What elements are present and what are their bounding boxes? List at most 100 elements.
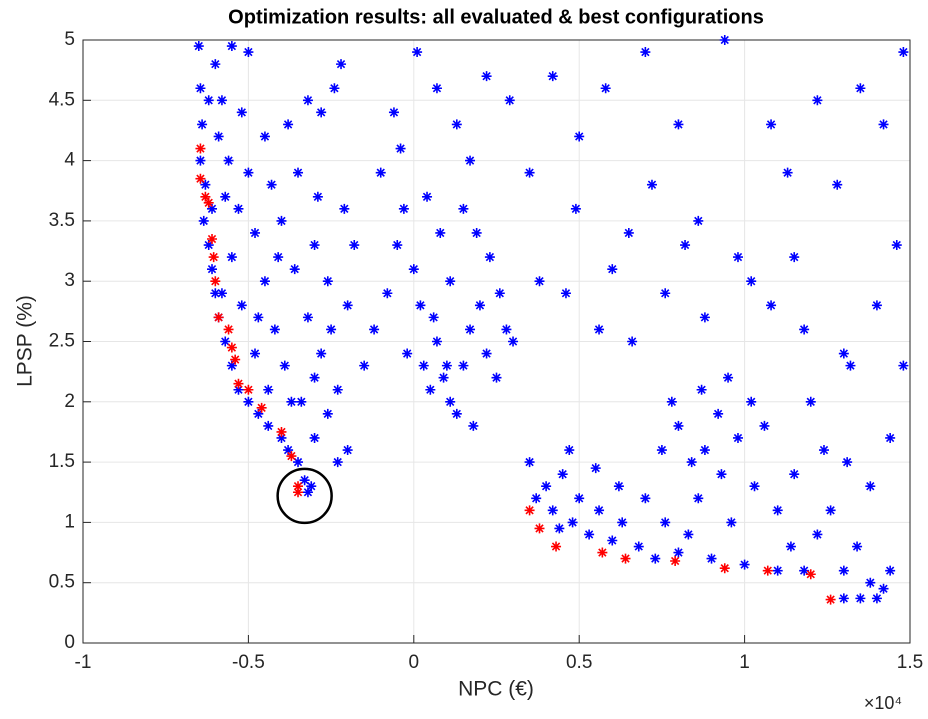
point <box>207 264 218 275</box>
point <box>207 203 218 214</box>
marker-shape <box>713 408 724 419</box>
point <box>534 523 545 534</box>
marker-shape <box>574 493 585 504</box>
marker-shape <box>693 215 704 226</box>
marker-shape <box>620 553 631 564</box>
point <box>524 167 535 178</box>
marker-shape <box>551 541 562 552</box>
point <box>673 547 684 558</box>
point <box>198 215 209 226</box>
marker-shape <box>226 342 237 353</box>
marker-shape <box>818 445 829 456</box>
point <box>259 131 270 142</box>
point <box>812 529 823 540</box>
point <box>607 264 618 275</box>
point <box>263 384 274 395</box>
point <box>680 240 691 251</box>
marker-shape <box>706 553 717 564</box>
point <box>322 276 333 287</box>
marker-shape <box>441 360 452 371</box>
point <box>213 312 224 323</box>
point <box>253 312 264 323</box>
marker-shape <box>425 384 436 395</box>
point <box>296 396 307 407</box>
marker-shape <box>838 593 849 604</box>
point <box>719 563 730 574</box>
marker-shape <box>878 119 889 130</box>
point <box>623 227 634 238</box>
point <box>418 360 429 371</box>
point <box>832 179 843 190</box>
point <box>560 288 571 299</box>
marker-shape <box>369 324 380 335</box>
y-axis-label: LPSP (%) <box>14 295 37 387</box>
marker-shape <box>198 215 209 226</box>
point <box>650 553 661 564</box>
marker-shape <box>276 426 287 437</box>
marker-shape <box>208 252 219 263</box>
point <box>233 203 244 214</box>
point <box>216 95 227 106</box>
point <box>435 227 446 238</box>
point <box>617 517 628 528</box>
marker-shape <box>646 179 657 190</box>
marker-shape <box>289 264 300 275</box>
point <box>871 300 882 311</box>
point <box>842 457 853 468</box>
point <box>551 541 562 552</box>
point <box>885 432 896 443</box>
plot-frame <box>82 39 911 644</box>
point <box>594 324 605 335</box>
marker-shape <box>266 179 277 190</box>
marker-shape <box>594 324 605 335</box>
marker-shape <box>838 565 849 576</box>
point <box>425 384 436 395</box>
marker-shape <box>283 119 294 130</box>
marker-shape <box>547 71 558 82</box>
point <box>336 59 347 70</box>
point <box>312 191 323 202</box>
point <box>306 481 317 492</box>
marker-shape <box>197 119 208 130</box>
marker-shape <box>613 481 624 492</box>
marker-shape <box>428 312 439 323</box>
y-tick-label: 3 <box>64 270 75 291</box>
y-tick-label: 4 <box>64 150 75 171</box>
marker-shape <box>236 107 247 118</box>
marker-shape <box>349 240 360 251</box>
marker-shape <box>382 288 393 299</box>
marker-shape <box>570 203 581 214</box>
point <box>342 445 353 456</box>
marker-shape <box>302 95 313 106</box>
point <box>388 107 399 118</box>
point <box>547 71 558 82</box>
point <box>590 463 601 474</box>
point <box>276 432 287 443</box>
marker-shape <box>213 131 224 142</box>
marker-shape <box>283 445 294 456</box>
marker-shape <box>885 432 896 443</box>
marker-shape <box>322 408 333 419</box>
marker-shape <box>524 457 535 468</box>
marker-shape <box>243 384 254 395</box>
point <box>739 559 750 570</box>
point <box>322 408 333 419</box>
marker-shape <box>293 481 304 492</box>
point <box>494 288 505 299</box>
point <box>666 396 677 407</box>
marker-shape <box>673 547 684 558</box>
point <box>865 481 876 492</box>
marker-shape <box>342 300 353 311</box>
marker-shape <box>458 203 469 214</box>
marker-shape <box>617 517 628 528</box>
point <box>431 336 442 347</box>
point <box>223 155 234 166</box>
point <box>395 143 406 154</box>
marker-shape <box>481 71 492 82</box>
point <box>250 348 261 359</box>
point <box>233 378 244 389</box>
point <box>845 360 856 371</box>
point <box>412 47 423 58</box>
marker-shape <box>263 420 274 431</box>
point <box>789 469 800 480</box>
